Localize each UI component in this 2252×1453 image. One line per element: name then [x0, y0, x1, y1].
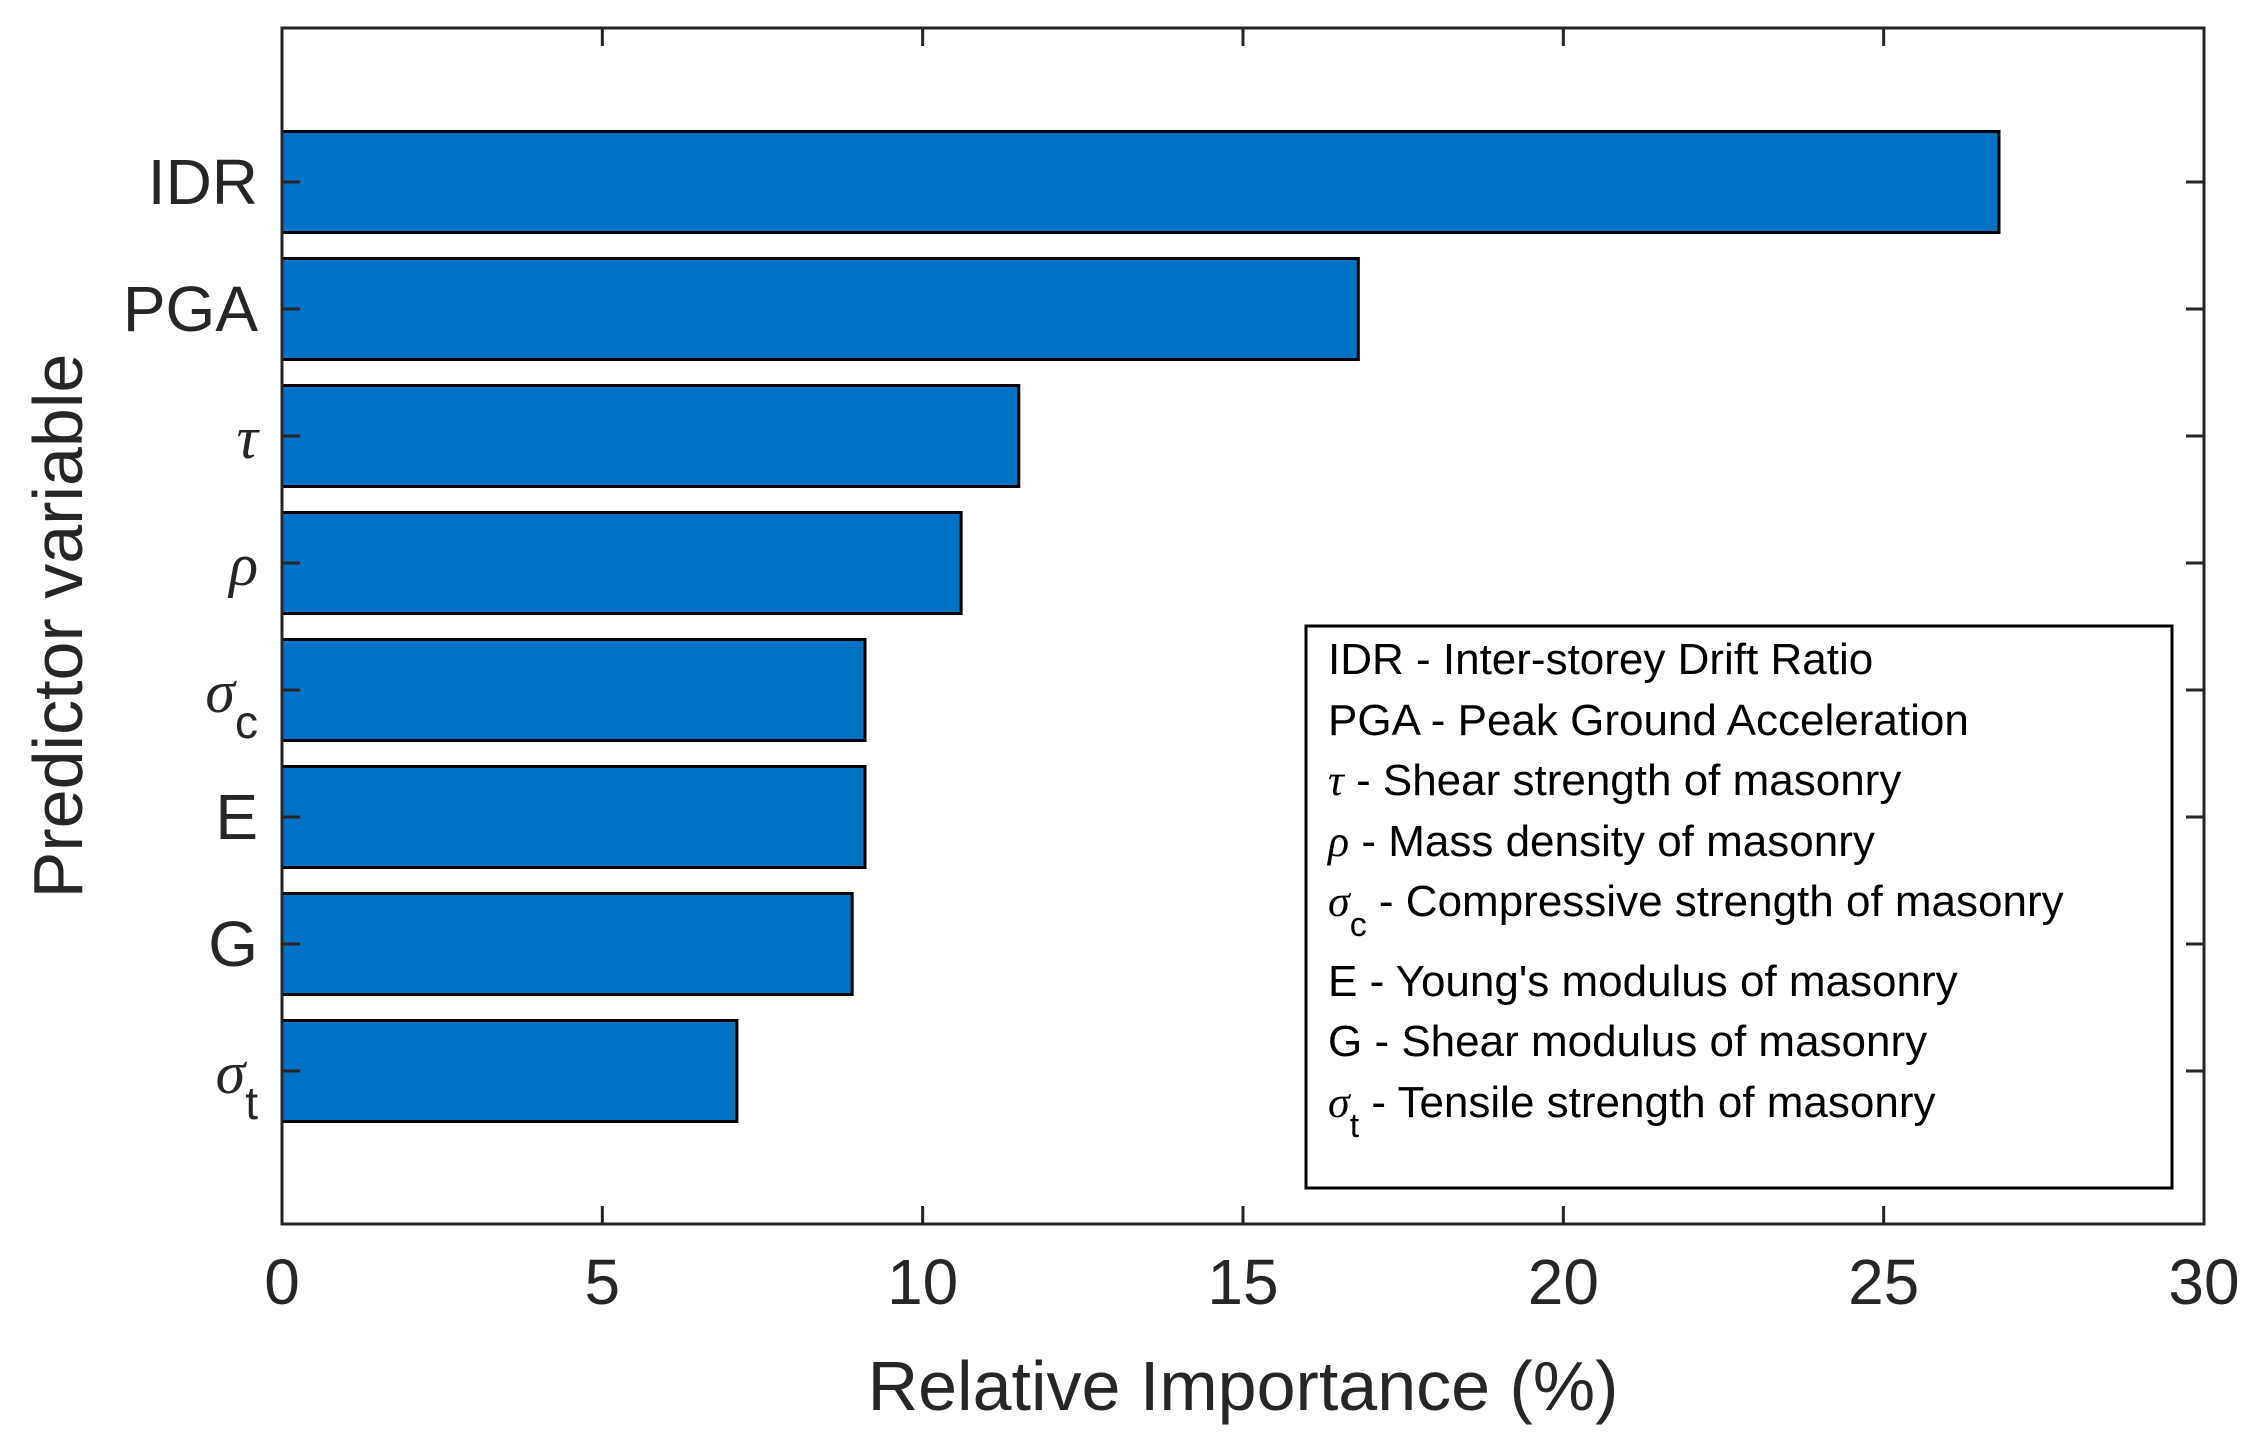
bars-layer: [280, 130, 2001, 1123]
legend-entry: τ - Shear strength of masonry: [1328, 756, 1901, 805]
x-tick-label: 30: [2168, 1246, 2239, 1318]
bar-sigma-t: [280, 1019, 739, 1123]
x-tick-label: 25: [1848, 1246, 1919, 1318]
legend-box: [1304, 624, 2174, 1190]
x-tick-label: 20: [1528, 1246, 1599, 1318]
legend-entry: E - Young's modulus of masonry: [1328, 957, 1958, 1006]
bar-g: [280, 892, 854, 996]
bar-rho: [280, 511, 963, 615]
x-tick-label: 5: [585, 1246, 621, 1318]
x-tick-label: 10: [887, 1246, 958, 1318]
y-tick-label-idr: IDR: [148, 146, 258, 218]
legend-entry: G - Shear modulus of masonry: [1328, 1017, 1927, 1066]
y-tick-label-tau: τ: [237, 405, 261, 471]
x-tick-label: 15: [1207, 1246, 1278, 1318]
bar-pga: [280, 257, 1360, 361]
y-axis-title: Predictor variable: [19, 354, 97, 899]
bar-sigma-c: [280, 638, 867, 742]
legend-entry: σc - Compressive strength of masonry: [1328, 877, 2064, 944]
y-tick-label-sigma-t: σt: [216, 1040, 259, 1129]
y-tick-label-pga: PGA: [123, 273, 258, 345]
legend: IDR - Inter-storey Drift Ratio PGA - Peak…: [1304, 624, 2174, 1190]
y-tick-label-e: E: [215, 781, 258, 853]
y-tick-label-g: G: [208, 908, 258, 980]
legend-entry: σt - Tensile strength of masonry: [1328, 1078, 1936, 1145]
legend-entry: PGA - Peak Ground Acceleration: [1328, 696, 1969, 745]
bar-idr: [280, 130, 2001, 234]
x-axis-title: Relative Importance (%): [868, 1347, 1619, 1425]
legend-entry: ρ - Mass density of masonry: [1326, 817, 1875, 866]
legend-entry: IDR - Inter-storey Drift Ratio: [1328, 635, 1873, 684]
y-tick-label-rho: ρ: [227, 532, 258, 598]
y-tick-label-sigma-c: σc: [205, 659, 258, 748]
bar-tau: [280, 384, 1021, 488]
bar-e: [280, 765, 867, 869]
x-tick-label: 0: [264, 1246, 300, 1318]
